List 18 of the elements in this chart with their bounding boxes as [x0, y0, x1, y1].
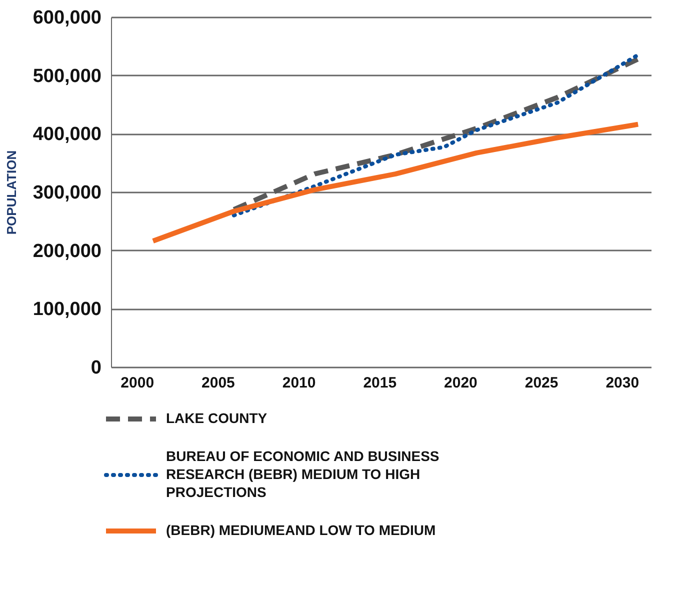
y-tick-label: 400,000 — [32, 124, 102, 146]
y-tick-label: 200,000 — [32, 240, 102, 262]
y-tick-label: 500,000 — [32, 66, 102, 87]
y-tick-label: 300,000 — [32, 182, 102, 204]
y-tick-label: 0 — [90, 358, 102, 378]
x-tick-label: 2030 — [606, 374, 640, 392]
y-tick-label: 100,000 — [32, 299, 102, 320]
legend-label: (BEBR) MEDIUMEAND LOW TO MEDIUM — [166, 522, 436, 538]
y-tick-label: 600,000 — [32, 8, 102, 28]
legend-label: LAKE COUNTY — [166, 410, 268, 426]
x-tick-label: 2015 — [363, 374, 397, 392]
x-tick-label: 2020 — [444, 374, 478, 392]
legend-label: BUREAU OF ECONOMIC AND BUSINESS RESEARCH (BEBR) MEDIUM TO HIGH PROJECTIONS — [166, 448, 440, 500]
x-tick-label: 2005 — [202, 374, 235, 392]
x-tick-label: 2025 — [524, 374, 558, 392]
y-axis-title: POPULATION — [4, 150, 19, 235]
x-tick-label: 2010 — [282, 374, 316, 392]
x-tick-label: 2000 — [120, 374, 154, 392]
